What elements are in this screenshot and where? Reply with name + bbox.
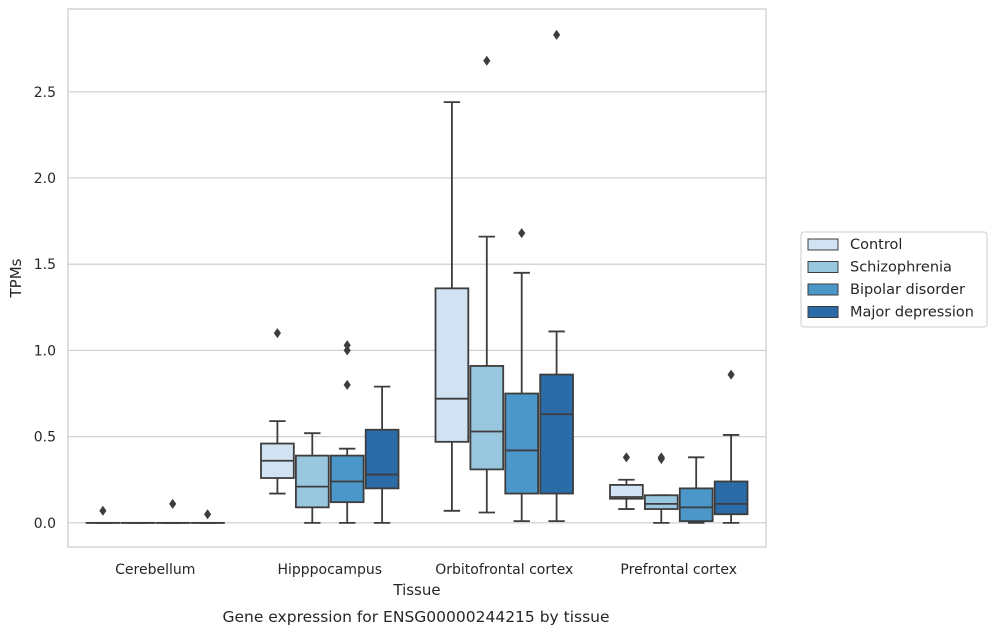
legend-swatch [807,306,839,318]
x-tick-label: Cerebellum [115,562,195,578]
box-bipolar-disorder [329,340,365,524]
box-iqr [539,373,574,495]
y-tick-label: 1.0 [34,343,56,359]
y-tick-labels: 0.0 0.5 1.0 1.5 2.0 2.5 [34,85,56,532]
box-major-depression [190,509,225,524]
legend: Control Schizophrenia Bipolar disorder Majo… [800,231,988,328]
grid-lines [68,91,766,524]
legend-label: Control [850,237,902,253]
box-bipolar-disorder [504,228,540,523]
outlier-point [99,505,107,516]
box-control [260,328,295,495]
box-control [434,101,470,512]
box-iqr [678,487,714,523]
outlier-point [483,55,491,66]
x-axis-label: Tissue [392,581,440,599]
x-tick-labels: Cerebellum Hipppocampus Orbitofrontal cort… [115,562,737,578]
box-schizophrenia [643,452,679,524]
y-tick-label: 2.5 [34,85,56,101]
box-schizophrenia [294,432,330,524]
box-iqr [643,494,679,510]
box-layer [85,29,749,524]
box-iqr [609,484,644,500]
legend-swatch [807,261,839,273]
x-tick-label: Hipppocampus [277,562,382,578]
figure-caption: Gene expression for ENSG00000244215 by t… [222,608,609,626]
outlier-point [518,228,526,239]
plot-frame [67,8,767,548]
box-major-depression [713,369,749,524]
outlier-point [273,328,281,339]
outlier-point [343,379,351,390]
outlier-point [169,498,177,509]
outlier-point [657,452,665,463]
y-tick-label: 1.5 [34,257,56,273]
box-iqr [329,454,365,504]
legend-swatch [807,238,839,251]
y-tick-label: 0.5 [34,430,56,446]
outlier-point [204,509,212,520]
box-iqr [713,480,749,516]
box-iqr [434,287,470,443]
box-iqr [469,365,505,471]
outlier-point [622,452,630,463]
x-tick-label: Orbitofrontal cortex [435,562,573,578]
x-tick-label: Prefrontal cortex [620,562,737,578]
box-major-depression [539,29,574,523]
y-tick-label: 2.0 [34,171,56,187]
outlier-point [553,29,561,40]
box-control [609,452,644,510]
legend-swatch [807,283,839,296]
box-major-depression [364,385,400,524]
box-iqr [364,428,400,490]
outlier-point [343,345,351,356]
outlier-point [343,340,351,351]
box-iqr [294,454,330,509]
legend-label: Bipolar disorder [850,282,965,298]
legend-frame [800,231,988,328]
outlier-point [727,369,735,380]
box-bipolar-disorder [155,498,191,524]
box-bipolar-disorder [678,456,714,524]
legend-label: Schizophrenia [850,260,952,276]
box-schizophrenia [469,55,505,514]
box-control [85,505,121,524]
y-axis-label: TPMs [7,258,25,298]
y-tick-label: 0.0 [34,516,56,532]
box-iqr [504,392,540,495]
legend-label: Major depression [850,305,974,321]
